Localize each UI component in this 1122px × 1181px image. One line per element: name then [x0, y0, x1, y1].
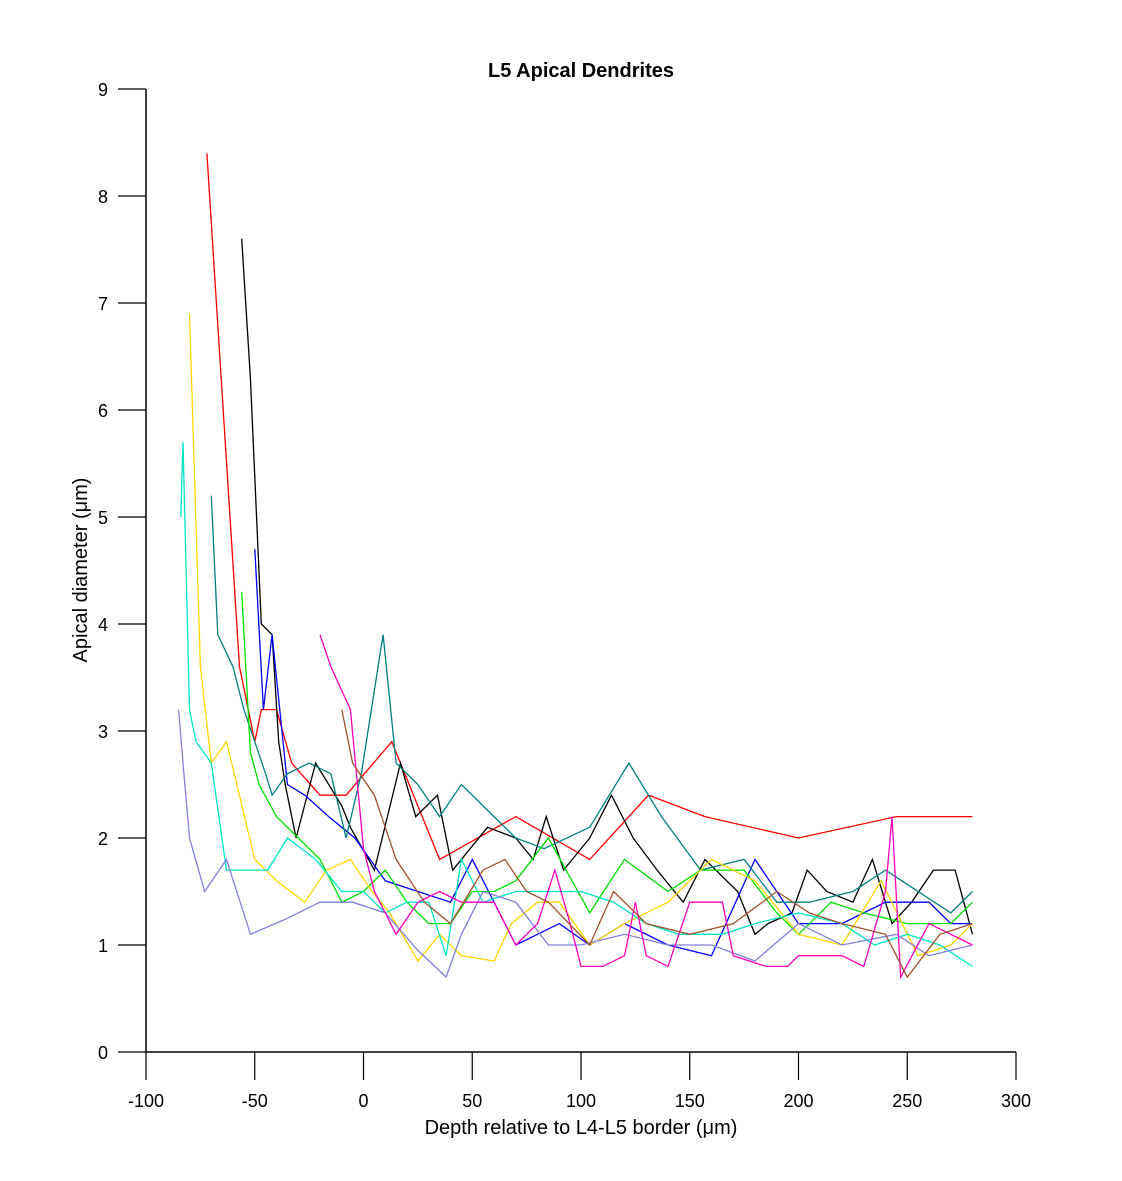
x-tick-label: -100: [128, 1091, 164, 1111]
y-tick-label: 7: [98, 294, 108, 314]
x-ticks: -100 -50 0 50 100 150 200 250 300: [128, 1052, 1031, 1111]
series-line: [241, 238, 974, 936]
series-line: [210, 495, 973, 914]
series-line: [206, 153, 973, 861]
series-line: [180, 442, 973, 967]
x-tick-label: 250: [892, 1091, 922, 1111]
y-tick-label: 3: [98, 722, 108, 742]
x-tick-label: 50: [462, 1091, 482, 1111]
y-tick-label: 8: [98, 187, 108, 207]
series-line: [188, 313, 973, 963]
y-ticks: 0 1 2 3 4 5 6 7 8 9: [98, 80, 146, 1063]
x-tick-label: 0: [358, 1091, 368, 1111]
y-tick-label: 4: [98, 615, 108, 635]
series-line: [319, 634, 973, 980]
x-tick-label: 200: [783, 1091, 813, 1111]
series-line: [177, 709, 973, 979]
y-tick-label: 6: [98, 401, 108, 421]
series-line: [254, 549, 973, 957]
y-tick-label: 0: [98, 1043, 108, 1063]
series-line: [241, 591, 973, 936]
y-tick-label: 1: [98, 936, 108, 956]
y-tick-label: 5: [98, 508, 108, 528]
y-tick-label: 2: [98, 829, 108, 849]
x-tick-label: 300: [1001, 1091, 1031, 1111]
plot-lines: [177, 153, 974, 980]
y-axis-label: Apical diameter (μm): [70, 478, 92, 663]
series-line: [341, 709, 973, 979]
x-axis-label: Depth relative to L4-L5 border (μm): [425, 1117, 738, 1139]
y-tick-label: 9: [98, 80, 108, 100]
x-tick-label: 150: [675, 1091, 705, 1111]
x-tick-label: -50: [242, 1091, 268, 1111]
x-tick-label: 100: [566, 1091, 596, 1111]
chart-title: L5 Apical Dendrites: [488, 60, 674, 82]
